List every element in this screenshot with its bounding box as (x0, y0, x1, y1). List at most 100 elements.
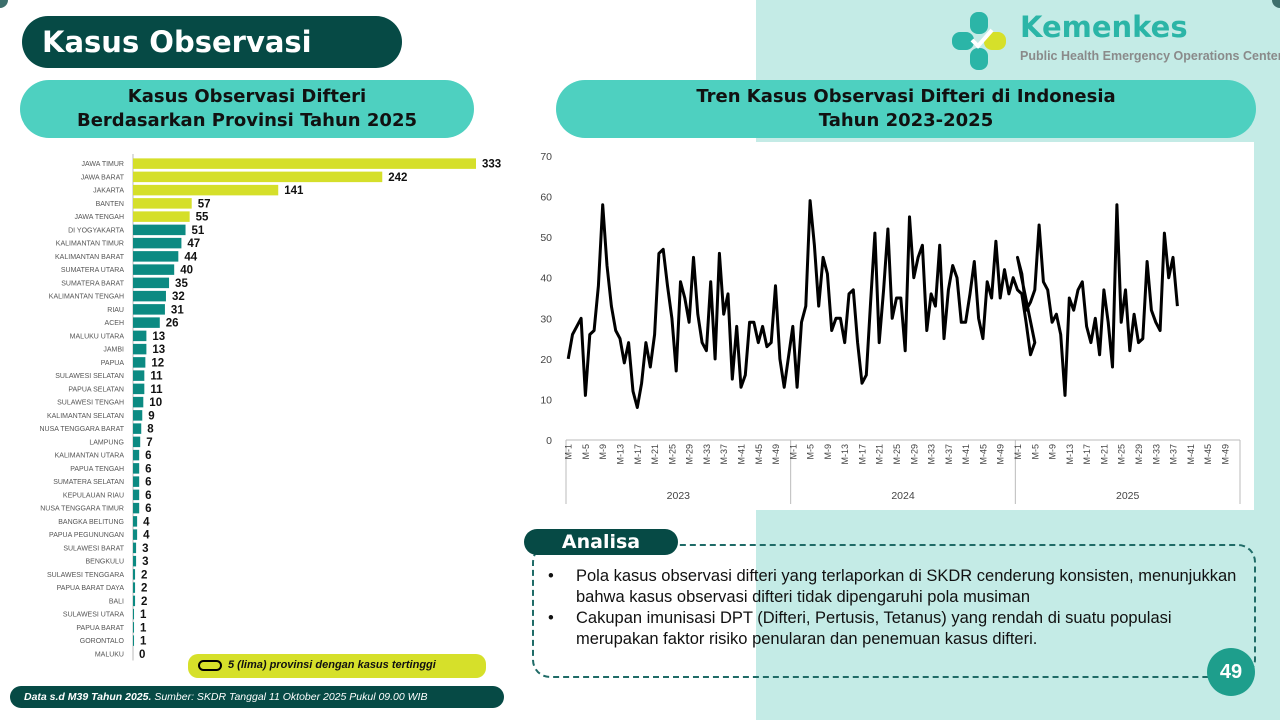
page-title: Kasus Observasi Difteri (22, 16, 402, 111)
logo-name: Kemenkes (1020, 10, 1188, 44)
bar (133, 436, 141, 448)
bar-chart-title-line2: Berdasarkan Provinsi Tahun 2025 (77, 110, 417, 131)
bar-value-label: 3 (142, 556, 148, 568)
bar (133, 264, 175, 275)
bar-category-label: PAPUA (101, 360, 125, 367)
bar-category-label: PAPUA BARAT DAYA (57, 585, 125, 592)
x-tick-label: M-5 (806, 444, 816, 460)
bar-value-label: 55 (196, 212, 209, 224)
bar-value-label: 10 (149, 397, 162, 409)
bar-value-label: 12 (151, 357, 164, 369)
bar-category-label: BANGKA BELITUNG (58, 519, 124, 526)
x-tick-label: M-9 (1048, 444, 1058, 460)
bar-category-label: SUMATERA BARAT (61, 280, 124, 287)
bar-value-label: 6 (145, 503, 151, 515)
bar (133, 290, 166, 302)
year-label: 2023 (667, 490, 691, 502)
bar-value-label: 2 (141, 596, 147, 608)
kemenkes-logo-icon (952, 12, 1006, 70)
y-tick-label: 70 (540, 151, 552, 163)
bar-category-label: BALI (109, 598, 124, 605)
bar-category-label: SULAWESI TENGGARA (47, 572, 124, 579)
x-tick-label: M-1 (564, 444, 574, 460)
bar (133, 582, 136, 593)
x-tick-label: M-33 (702, 444, 712, 465)
bar (133, 423, 142, 434)
bar-value-label: 26 (166, 318, 179, 330)
bar (133, 224, 186, 236)
bar-category-label: BENGKULU (85, 559, 124, 566)
legend: 5 (lima) provinsi dengan kasus tertinggi (188, 654, 486, 678)
bar (133, 304, 165, 315)
x-tick-label: M-25 (667, 444, 677, 465)
bar-category-label: GORONTALO (80, 638, 125, 645)
bar (133, 555, 137, 567)
bar (133, 277, 170, 289)
bar-value-label: 9 (148, 410, 154, 422)
bar-category-label: LAMPUNG (89, 439, 124, 446)
bar (133, 516, 138, 527)
bar-value-label: 31 (171, 304, 184, 316)
bar (133, 211, 190, 222)
x-tick-label: M-29 (1134, 444, 1144, 465)
y-tick-label: 10 (540, 394, 552, 406)
bar (133, 489, 140, 501)
bar-value-label: 7 (146, 437, 152, 449)
bar-value-label: 40 (180, 265, 193, 277)
y-tick-label: 0 (546, 435, 552, 447)
x-tick-label: M-29 (685, 444, 695, 465)
bar (133, 184, 279, 196)
bar-value-label: 141 (284, 185, 304, 197)
y-tick-label: 50 (540, 232, 552, 244)
bar-value-label: 0 (139, 649, 145, 661)
y-tick-label: 40 (540, 273, 552, 285)
bar-category-label: JAKARTA (93, 188, 124, 195)
trend-line-chart: 0 10 20 30 40 50 60 70 M-1 M-5 M-9 M-13 M-17 M-21 M-25… (530, 142, 1254, 510)
bar-category-label: SUMATERA UTARA (61, 267, 124, 274)
bullet-icon: • (548, 567, 554, 585)
corner-dot-left (0, 0, 8, 8)
bar-value-label: 47 (187, 238, 200, 250)
bar (133, 330, 147, 342)
x-tick-label: M-49 (996, 444, 1006, 465)
x-tick-label: M-49 (771, 444, 781, 465)
bar (133, 158, 476, 169)
x-tick-label: M-49 (1220, 444, 1230, 465)
bar (133, 635, 135, 646)
bar-value-label: 44 (184, 251, 197, 263)
bar (133, 410, 143, 421)
bar-value-label: 35 (175, 278, 188, 290)
bar-value-label: 4 (143, 516, 150, 528)
bar-value-label: 6 (145, 490, 151, 502)
bar-category-label: ACEH (105, 320, 124, 327)
page-number: 49 (1207, 648, 1255, 696)
x-tick-label: M-5 (1030, 444, 1040, 460)
bar-value-label: 1 (140, 609, 147, 621)
bar-category-label: MALUKU (95, 651, 124, 658)
bar-category-label: KALIMANTAN TIMUR (56, 241, 124, 248)
y-tick-label: 20 (540, 354, 552, 366)
bar-value-label: 32 (172, 291, 185, 303)
x-tick-label: M-29 (909, 444, 919, 465)
bar-chart-title: Kasus Observasi Difteri Berdasarkan Prov… (20, 80, 474, 138)
bar (133, 463, 140, 474)
year-label: 2025 (1116, 490, 1140, 502)
bar (133, 622, 135, 633)
bar-category-label: MALUKU UTARA (70, 333, 125, 340)
bar-value-label: 1 (140, 622, 147, 634)
bar-value-label: 13 (152, 331, 165, 343)
x-tick-label: M-25 (1117, 444, 1127, 465)
x-tick-label: M-45 (754, 444, 764, 465)
bar-category-label: KALIMANTAN TENGAH (49, 294, 124, 301)
bar (133, 383, 145, 395)
x-tick-label: M-33 (927, 444, 937, 465)
bar-category-label: PAPUA SELATAN (68, 386, 124, 393)
bar-category-label: RIAU (107, 307, 124, 314)
line-chart-title-line2: Tahun 2023-2025 (818, 110, 994, 131)
bar-value-label: 2 (141, 569, 147, 581)
bar (133, 449, 140, 461)
footer-source: Sumber: SKDR Tanggal 11 Oktober 2025 Puk… (151, 691, 428, 703)
x-tick-label: M-9 (823, 444, 833, 460)
x-tick-label: M-13 (616, 444, 626, 465)
